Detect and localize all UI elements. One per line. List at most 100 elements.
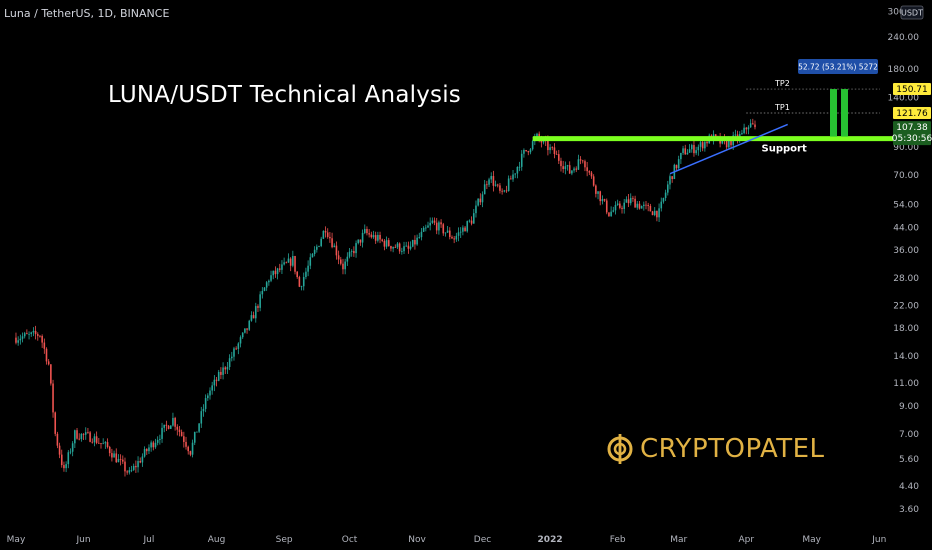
candle-body	[477, 198, 479, 206]
x-tick-label: Jun	[871, 535, 886, 545]
candle-body	[599, 191, 602, 202]
candle-body	[610, 211, 612, 217]
candle-body	[566, 165, 569, 167]
trend-line	[669, 123, 788, 175]
candle-body	[479, 198, 482, 203]
candle-body	[71, 443, 74, 452]
tp2-price: 150.71	[896, 85, 928, 95]
candle-body	[407, 245, 410, 249]
candle-body	[172, 417, 174, 426]
candle-body	[601, 199, 604, 202]
candle-body	[640, 205, 643, 209]
candle-body	[690, 145, 693, 150]
candle-body	[113, 453, 115, 458]
candle-body	[211, 385, 213, 391]
candle-body	[19, 338, 22, 341]
candle-body	[629, 197, 632, 204]
last-countdown: 05:30:56	[892, 134, 932, 144]
candle-body	[483, 184, 486, 195]
candle-body	[564, 166, 567, 170]
tp2-tag	[893, 83, 931, 96]
candle-body	[394, 246, 397, 248]
candle-body	[198, 423, 200, 432]
candle-body	[379, 234, 381, 240]
candle-body	[215, 379, 218, 381]
candle-body	[481, 194, 484, 203]
candle-body	[307, 265, 309, 272]
candle-body	[200, 411, 203, 424]
candle-body	[226, 367, 229, 370]
y-tick-label: 36.00	[893, 246, 919, 256]
watermark-brand: CRYPTOPATEL	[640, 434, 825, 464]
candle-body	[551, 147, 554, 149]
candle-body	[684, 148, 687, 155]
candle-body	[108, 447, 111, 454]
y-tick-label: 28.00	[893, 274, 919, 284]
candle-body	[573, 168, 575, 171]
candle-body	[298, 277, 301, 287]
candle-body	[292, 256, 294, 266]
candle-body	[721, 138, 724, 144]
candle-body	[466, 221, 469, 232]
candle-body	[318, 246, 320, 247]
candle-body	[119, 458, 122, 460]
candle-body	[658, 208, 660, 218]
candle-body	[222, 367, 224, 375]
candle-body	[662, 198, 665, 202]
candle-body	[374, 235, 377, 241]
candle-body	[553, 147, 556, 155]
candle-body	[213, 379, 216, 386]
candle-body	[163, 424, 166, 428]
symbol-header[interactable]: Luna / TetherUS, 1D, BINANCE	[4, 7, 170, 20]
candle-body	[512, 174, 514, 180]
candle-body	[390, 246, 392, 249]
candle-body	[616, 203, 619, 206]
candle-body	[26, 333, 28, 335]
candle-body	[320, 238, 322, 247]
candle-body	[135, 465, 137, 468]
candle-body	[124, 461, 126, 472]
candle-body	[496, 184, 499, 186]
candle-body	[145, 449, 148, 452]
candle-body	[488, 179, 490, 185]
candle-body	[283, 262, 285, 265]
candle-body	[357, 239, 360, 244]
candle-body	[494, 184, 497, 186]
candle-body	[316, 246, 318, 250]
candle-body	[209, 390, 211, 396]
candle-body	[433, 220, 436, 223]
candle-body	[217, 371, 220, 381]
candle-body	[52, 383, 54, 413]
candle-body	[278, 268, 281, 270]
candle-body	[34, 330, 37, 335]
candle-body	[667, 184, 669, 193]
candle-body	[67, 452, 70, 465]
candle-body	[202, 408, 205, 412]
candle-body	[335, 245, 338, 256]
candle-body	[701, 142, 704, 149]
y-tick-label: 90.00	[893, 143, 919, 153]
candle-body	[442, 224, 445, 234]
candle-body	[15, 337, 17, 343]
candle-body	[161, 427, 163, 439]
candle-body	[464, 227, 466, 232]
candle-body	[597, 191, 599, 194]
candle-body	[78, 438, 80, 440]
last-price: 107.38	[896, 123, 928, 133]
candle-body	[531, 141, 534, 150]
candle-body	[220, 371, 222, 375]
candle-body	[688, 149, 691, 153]
candle-body	[651, 211, 654, 216]
candle-body	[281, 264, 283, 270]
candle-body	[342, 263, 344, 270]
candle-body	[427, 225, 429, 228]
candle-body	[586, 167, 588, 172]
candle-body	[329, 236, 331, 239]
candle-body	[152, 442, 155, 448]
currency-label: USDT	[901, 9, 923, 18]
candle-body	[276, 268, 279, 275]
candle-body	[422, 227, 425, 232]
candle-body	[614, 205, 617, 211]
candle-body	[239, 337, 242, 344]
